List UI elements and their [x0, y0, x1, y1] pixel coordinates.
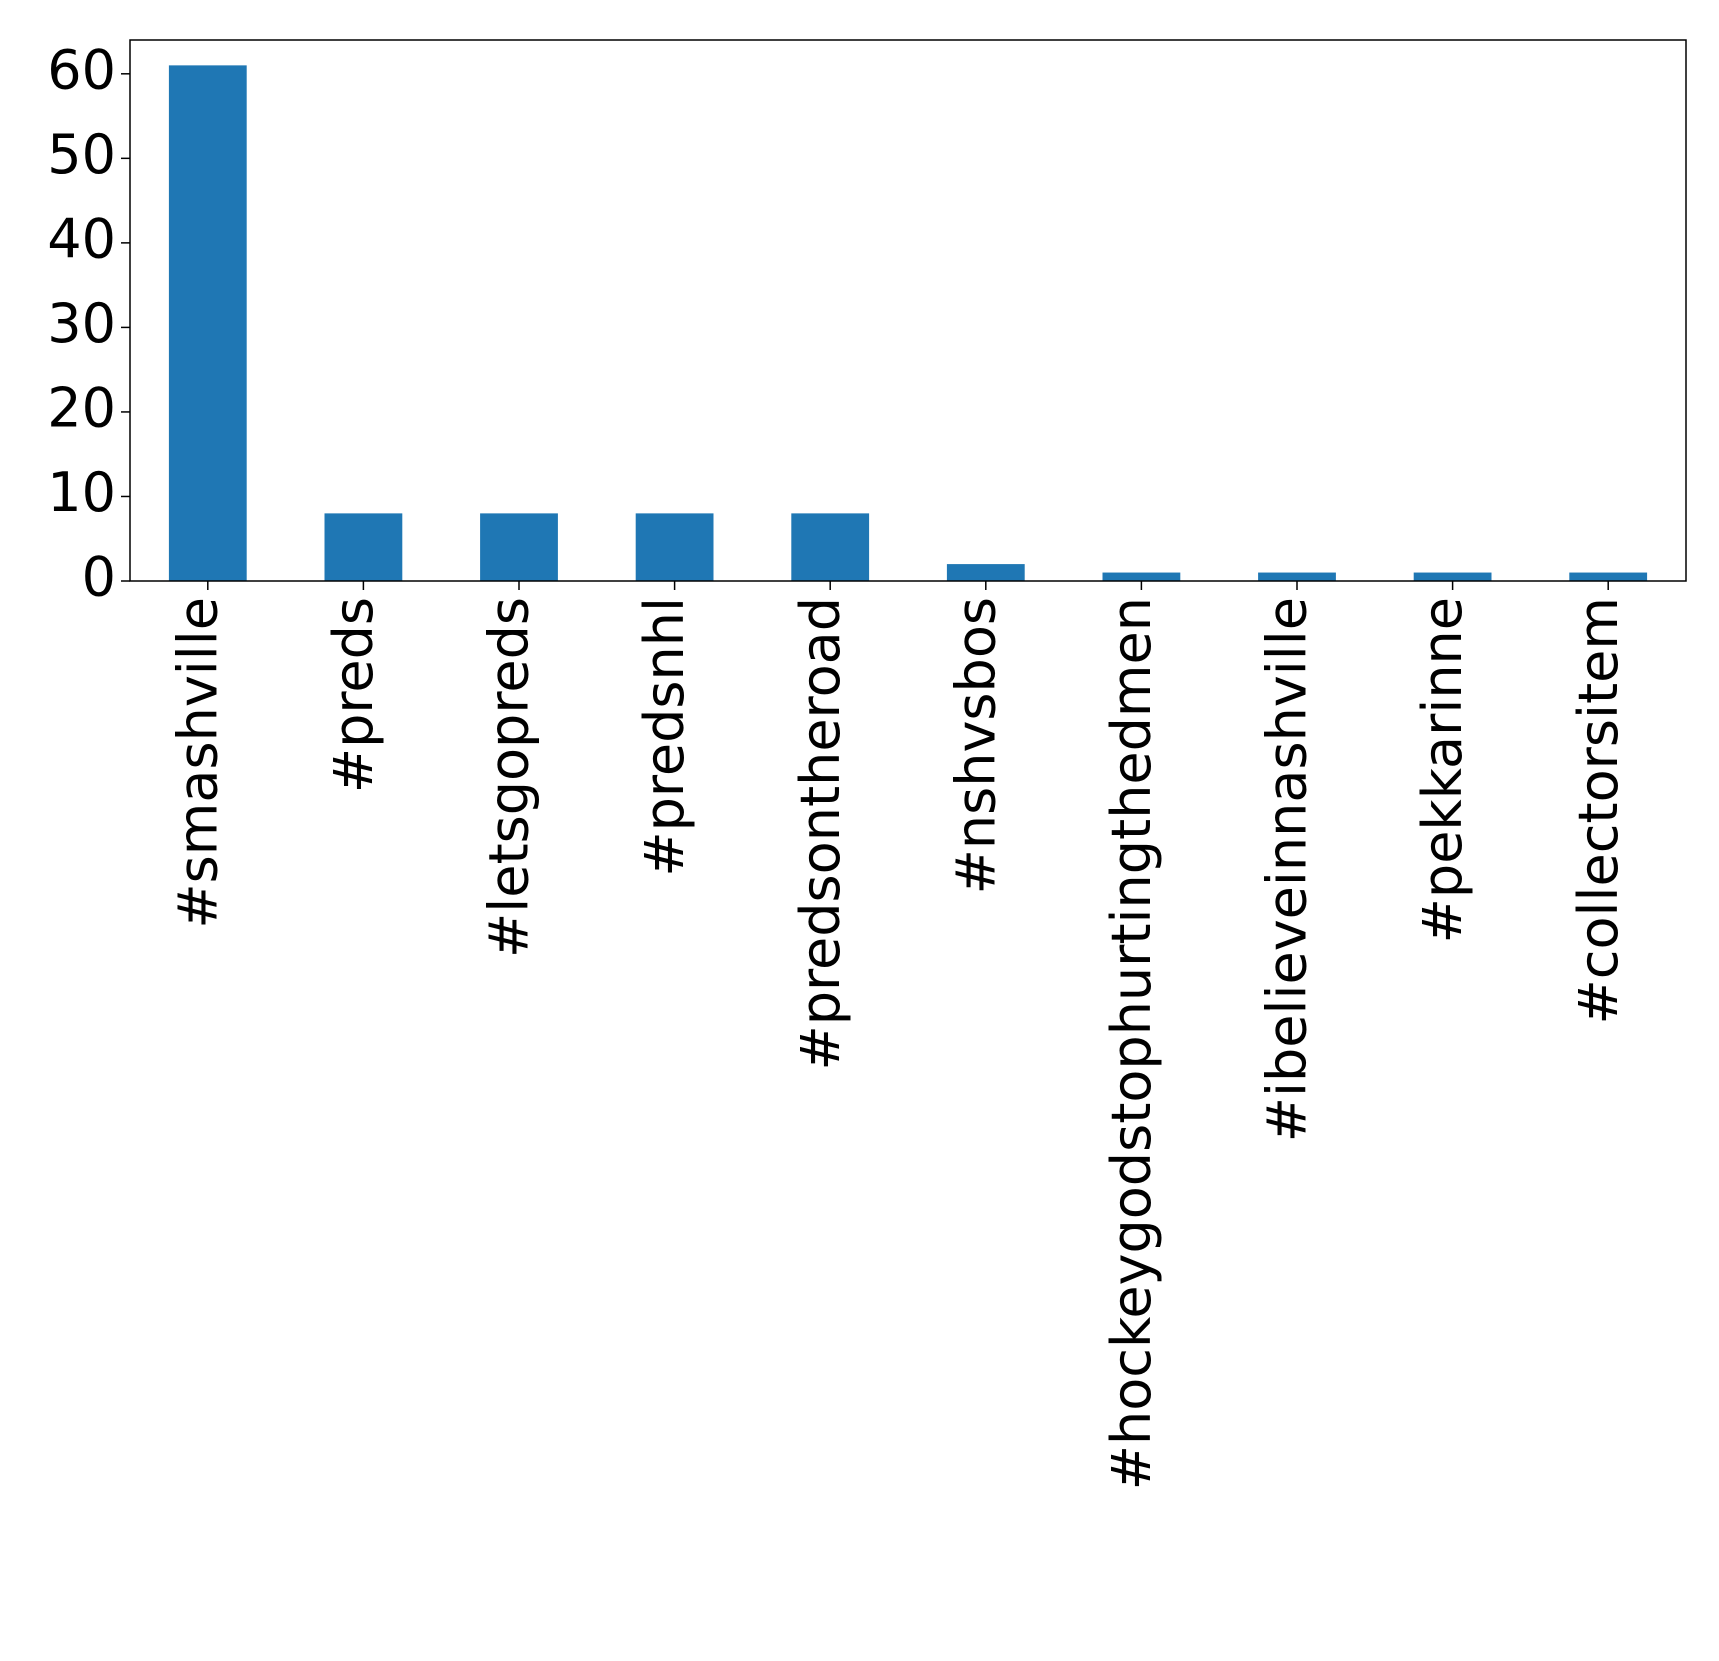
- y-tick-label: 40: [47, 208, 116, 271]
- x-tick-label: #smashville: [166, 597, 229, 929]
- bar: [324, 513, 403, 581]
- y-tick-label: 0: [82, 546, 116, 609]
- x-tick-label: #preds: [322, 597, 385, 793]
- x-tick-label: #collectorsitem: [1567, 597, 1630, 1024]
- bar: [791, 513, 870, 581]
- y-tick-label: 30: [47, 292, 116, 355]
- plot-area: [130, 40, 1686, 581]
- bar: [480, 513, 558, 581]
- x-tick-label: #predsnhl: [633, 597, 696, 877]
- x-tick-label: #nshvsbos: [944, 597, 1007, 894]
- x-axis: #smashville #preds #letsgopreds #predsnhl #p…: [166, 581, 1630, 1490]
- bars: [168, 65, 1648, 581]
- bar: [168, 65, 247, 581]
- x-tick-label: #letsgopreds: [478, 597, 541, 958]
- bar: [946, 564, 1025, 581]
- bar: [635, 513, 714, 581]
- y-tick-label: 10: [47, 461, 116, 524]
- x-tick-label: #pekkarinne: [1411, 597, 1474, 943]
- bar: [1413, 572, 1492, 581]
- x-tick-label: #predsontheroad: [789, 597, 852, 1070]
- y-tick-label: 20: [47, 377, 116, 440]
- bar: [1569, 572, 1648, 581]
- x-tick-label: #hockeygodstophurtingthedmen: [1100, 597, 1163, 1490]
- y-tick-label: 50: [47, 123, 116, 186]
- x-tick-label: #ibelieveinnashville: [1256, 597, 1319, 1142]
- bar: [1102, 572, 1181, 581]
- y-tick-label: 60: [47, 38, 116, 101]
- bar: [1258, 572, 1336, 581]
- y-axis: 0 10 20 30 40 50 60: [47, 38, 130, 609]
- plot-frame: [129, 39, 1687, 582]
